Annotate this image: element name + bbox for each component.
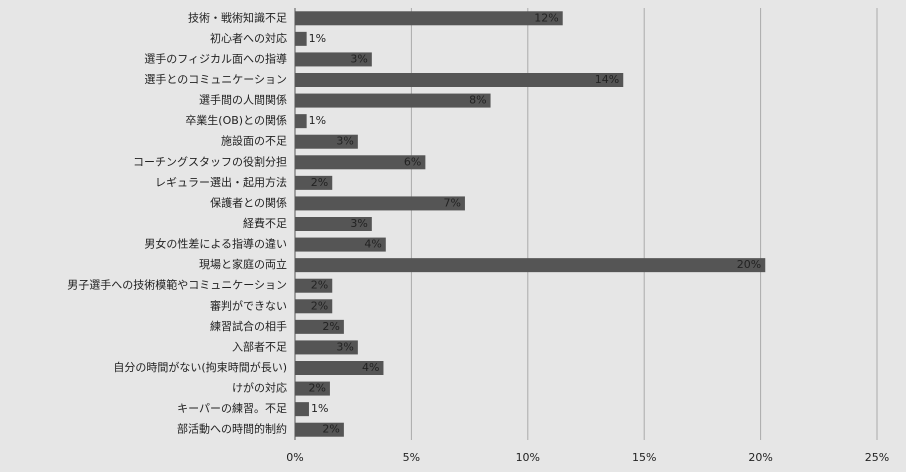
y-tick-label: 男女の性差による指導の違い <box>144 237 287 251</box>
y-tick-label: 現場と家庭の両立 <box>199 257 287 271</box>
y-tick-label: 卒業生(OB)との関係 <box>185 113 287 127</box>
data-label: 20% <box>737 258 761 271</box>
bar <box>295 422 344 437</box>
bar <box>295 278 333 293</box>
data-label: 2% <box>311 279 328 292</box>
y-tick-label: けがの対応 <box>232 381 287 395</box>
y-tick-label: 選手間の人間関係 <box>199 93 287 107</box>
data-label: 3% <box>350 217 367 230</box>
data-label: 1% <box>309 114 326 127</box>
data-label: 4% <box>362 361 379 374</box>
bar <box>295 175 333 190</box>
bar <box>295 196 465 211</box>
bar <box>295 237 386 252</box>
data-label: 3% <box>336 340 353 353</box>
bar <box>295 402 309 417</box>
y-tick-label: コーチングスタッフの役割分担 <box>133 154 287 168</box>
bar <box>295 319 344 334</box>
y-tick-label: 技術・戦術知識不足 <box>188 10 287 24</box>
y-tick-label: レギュラー選出・起用方法 <box>155 175 287 189</box>
y-tick-label: 選手とのコミュニケーション <box>144 72 287 86</box>
data-label: 7% <box>443 196 460 209</box>
y-tick-label: 入部者不足 <box>232 339 287 353</box>
bar <box>295 340 358 355</box>
x-tick-label: 0% <box>286 451 303 464</box>
y-tick-label: 施設面の不足 <box>221 134 287 148</box>
x-tick-label: 10% <box>516 451 540 464</box>
data-label: 1% <box>311 402 328 415</box>
x-tick-label: 5% <box>403 451 420 464</box>
x-tick-label: 20% <box>748 451 772 464</box>
data-label: 1% <box>309 32 326 45</box>
data-label: 2% <box>322 320 339 333</box>
y-tick-label: 選手のフィジカル面への指導 <box>144 51 287 65</box>
y-tick-label: 部活動への時間的制約 <box>177 422 287 436</box>
y-tick-label: 保護者との関係 <box>210 195 287 209</box>
bar <box>295 361 384 375</box>
data-label: 6% <box>404 155 421 168</box>
bar <box>295 134 358 149</box>
y-tick-label: 練習試合の相手 <box>210 319 287 333</box>
data-label: 8% <box>469 94 486 107</box>
y-tick-label: 経費不足 <box>243 216 287 230</box>
data-label: 4% <box>364 238 381 251</box>
bar <box>295 155 426 170</box>
x-tick-label: 15% <box>632 451 656 464</box>
bar <box>295 52 372 67</box>
data-label: 14% <box>595 73 619 86</box>
bar <box>295 73 624 87</box>
data-label: 2% <box>311 299 328 312</box>
data-label: 2% <box>308 382 325 395</box>
bar <box>295 258 766 273</box>
y-tick-label: 審判ができない <box>210 298 287 312</box>
bar <box>295 381 330 396</box>
y-tick-label: 初心者への対応 <box>210 31 287 45</box>
bar <box>295 114 307 129</box>
bar <box>295 31 307 46</box>
data-label: 2% <box>311 176 328 189</box>
y-tick-label: 自分の時間がない(拘束時間が長い) <box>113 360 287 374</box>
bar <box>295 11 563 26</box>
bar <box>295 217 372 231</box>
bar <box>295 93 491 108</box>
y-tick-label: キーパーの練習。不足 <box>177 401 287 415</box>
data-label: 3% <box>336 135 353 148</box>
bar <box>295 299 333 314</box>
x-tick-label: 25% <box>865 451 889 464</box>
data-label: 12% <box>534 11 558 24</box>
y-tick-label: 男子選手への技術模範やコミュニケーション <box>67 278 287 292</box>
data-label: 2% <box>322 423 339 436</box>
data-label: 3% <box>350 52 367 65</box>
